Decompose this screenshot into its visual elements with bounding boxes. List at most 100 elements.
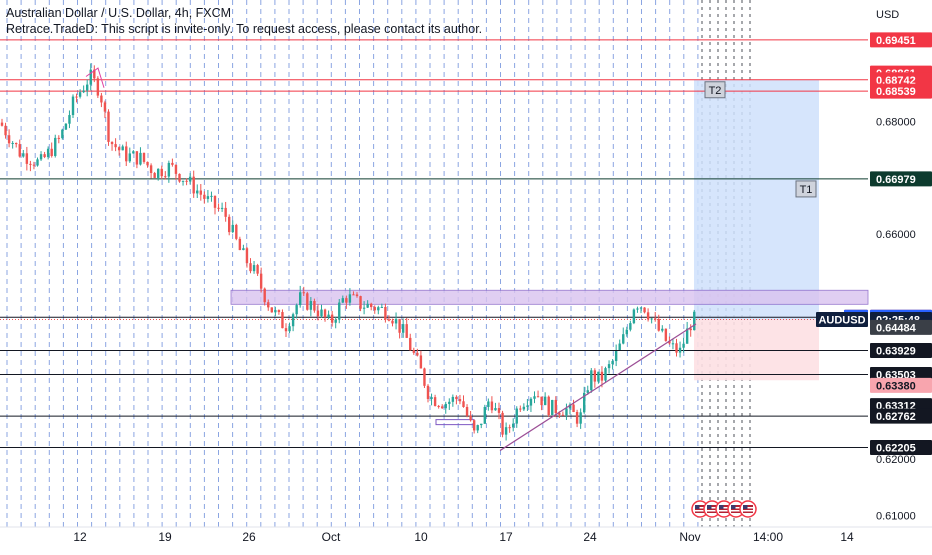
- candle: [181, 180, 185, 182]
- candle: [107, 111, 110, 142]
- candle: [327, 314, 330, 317]
- price-label[interactable]: 0.63929: [870, 342, 932, 358]
- candle: [444, 403, 447, 409]
- candle: [533, 396, 536, 399]
- candle: [607, 364, 611, 369]
- candle: [178, 173, 181, 182]
- candle: [515, 408, 518, 424]
- candle: [15, 142, 18, 145]
- candle: [160, 168, 163, 177]
- candle: [352, 294, 355, 296]
- flag-stripes: [731, 505, 741, 513]
- candle: [203, 194, 206, 199]
- candle: [43, 154, 46, 158]
- price-label[interactable]: 0.62762: [870, 408, 932, 424]
- candle: [245, 248, 249, 264]
- candle: [338, 302, 341, 320]
- price-label[interactable]: 0.64484: [870, 319, 932, 335]
- horizontal-levels: [0, 39, 868, 448]
- candle: [412, 350, 415, 353]
- y-tick-label: 0.66000: [876, 229, 916, 241]
- target-label: T1: [800, 184, 813, 196]
- us-flag-icon[interactable]: [715, 500, 733, 518]
- candle: [629, 323, 632, 330]
- candle: [678, 347, 682, 353]
- candle: [199, 190, 202, 195]
- candle: [398, 318, 401, 333]
- candle: [668, 340, 671, 344]
- price-label[interactable]: 0.66979: [870, 171, 932, 187]
- chart-header: Australian Dollar / U.S. Dollar, 4h, FXC…: [6, 5, 482, 37]
- candle: [323, 309, 327, 317]
- candle: [476, 425, 479, 431]
- candle: [558, 412, 561, 415]
- candle: [54, 137, 57, 156]
- y-tick-label: 0.61000: [876, 510, 916, 522]
- candle: [263, 288, 266, 303]
- flag-canton: [707, 505, 712, 509]
- target-marker[interactable]: T2: [704, 81, 726, 99]
- candle: [235, 224, 238, 239]
- candle: [259, 273, 263, 289]
- candle: [565, 408, 568, 416]
- candle: [341, 298, 344, 303]
- candle: [149, 165, 153, 174]
- candle: [540, 396, 543, 406]
- candle: [433, 397, 437, 406]
- candle: [625, 329, 628, 335]
- us-flag-icon[interactable]: [703, 500, 721, 518]
- flag-stripe: [707, 510, 717, 512]
- flag-stripe: [695, 510, 705, 512]
- candle: [643, 307, 646, 313]
- target-marker[interactable]: T1: [795, 180, 817, 198]
- candle: [86, 84, 89, 91]
- candle: [153, 173, 156, 178]
- price-label[interactable]: 0.62205: [870, 439, 932, 455]
- candle: [93, 69, 96, 79]
- candle: [448, 401, 451, 404]
- candle: [139, 152, 142, 165]
- candle: [135, 151, 139, 165]
- candle: [480, 423, 483, 426]
- candle: [671, 343, 675, 345]
- candle: [117, 147, 121, 151]
- target-zone: [694, 79, 819, 320]
- target-markers: T2 T1: [704, 81, 817, 198]
- candle: [334, 319, 337, 323]
- candle: [572, 404, 575, 412]
- x-tick-label: 14:00: [753, 530, 783, 544]
- candle: [586, 390, 589, 393]
- candle: [391, 320, 394, 324]
- candle: [174, 164, 178, 174]
- candle: [103, 102, 107, 112]
- stop-zone: [694, 319, 819, 381]
- price-label[interactable]: 0.63380: [870, 377, 932, 393]
- price-label[interactable]: 0.69451: [870, 32, 932, 48]
- candle: [536, 396, 540, 398]
- candle: [213, 195, 217, 208]
- candle: [490, 401, 494, 411]
- candle: [462, 401, 465, 407]
- time-axis: 12 19 26 Oct 10 17 24 Nov 14:00 14: [0, 526, 932, 550]
- candle: [50, 148, 53, 156]
- candle: [657, 319, 660, 331]
- candle: [238, 238, 242, 251]
- candle: [458, 399, 462, 402]
- candle: [675, 343, 678, 353]
- candle: [295, 305, 298, 315]
- candle: [188, 176, 192, 182]
- candle: [125, 146, 128, 162]
- us-flag-icon[interactable]: [739, 500, 757, 518]
- candle: [114, 144, 117, 148]
- candle: [256, 265, 259, 274]
- price-label[interactable]: 0.68539: [870, 83, 932, 99]
- flag-stripes: [695, 505, 705, 513]
- candle: [380, 306, 384, 308]
- price-label-bg: [870, 342, 932, 358]
- candle: [547, 396, 550, 416]
- price-label-bg: [870, 171, 932, 187]
- us-flag-icon[interactable]: [691, 500, 709, 518]
- candle: [611, 361, 614, 365]
